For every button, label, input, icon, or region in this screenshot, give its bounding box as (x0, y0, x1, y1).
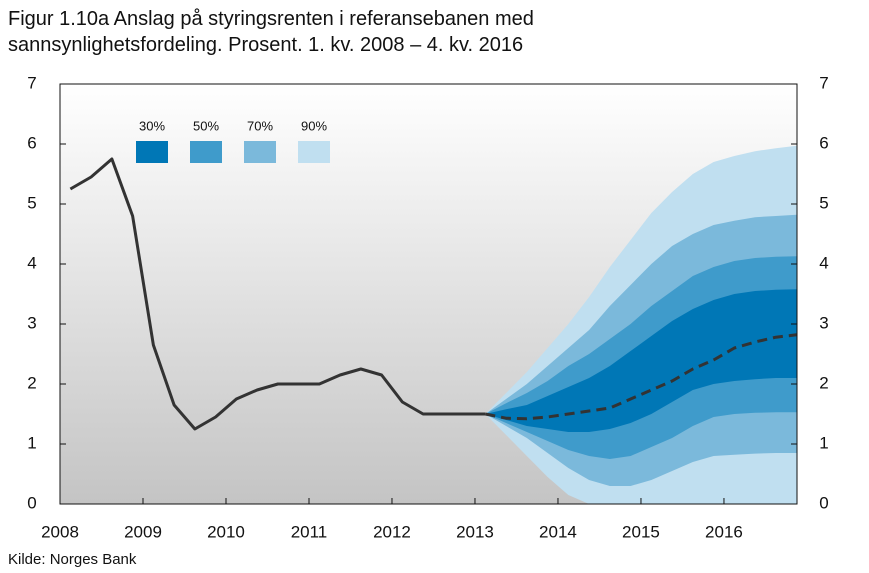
y-tick-label: 7 (27, 73, 36, 92)
legend-label: 30% (139, 118, 165, 133)
x-tick-label: 2012 (373, 522, 411, 541)
y-tick-label: 4 (27, 253, 36, 272)
fan-band (485, 289, 797, 432)
y2-tick-label: 6 (819, 133, 828, 152)
y2-tick-label: 0 (819, 493, 828, 512)
x-tick-label: 2008 (41, 522, 79, 541)
x-tick-label: 2014 (539, 522, 577, 541)
rate-line (69, 157, 486, 431)
y2-tick-label: 7 (819, 73, 828, 92)
legend-swatch (190, 141, 222, 163)
y-tick-label: 3 (27, 313, 36, 332)
y2-tick-label: 1 (819, 433, 828, 452)
y-tick-label: 5 (27, 193, 36, 212)
source: Kilde: Norges Bank (8, 551, 137, 568)
x-tick-label: 2011 (291, 522, 328, 541)
legend-swatch (244, 141, 276, 163)
legend-label: 50% (193, 118, 219, 133)
plot-frame (59, 83, 798, 505)
x-tick-label: 2013 (456, 522, 494, 541)
y2-tick-label: 3 (819, 313, 828, 332)
y2-tick-label: 5 (819, 193, 828, 212)
chart-title: Figur 1.10a Anslag på styringsrenten i r… (8, 8, 534, 56)
x-tick-label: 2016 (705, 522, 743, 541)
y2-tick-label: 2 (819, 373, 828, 392)
x-tick-label: 2015 (622, 522, 660, 541)
y2-tick-label: 4 (819, 253, 828, 272)
legend-swatch (136, 141, 168, 163)
legend-label: 70% (247, 118, 273, 133)
y-tick-label: 0 (27, 493, 36, 512)
y-tick-label: 6 (27, 133, 36, 152)
y-tick-label: 2 (27, 373, 36, 392)
legend-swatch (298, 141, 330, 163)
legend-label: 90% (301, 118, 327, 133)
rate-line (485, 333, 797, 421)
x-tick-label: 2009 (124, 522, 162, 541)
x-tick-label: 2010 (207, 522, 245, 541)
y-tick-label: 1 (27, 433, 36, 452)
